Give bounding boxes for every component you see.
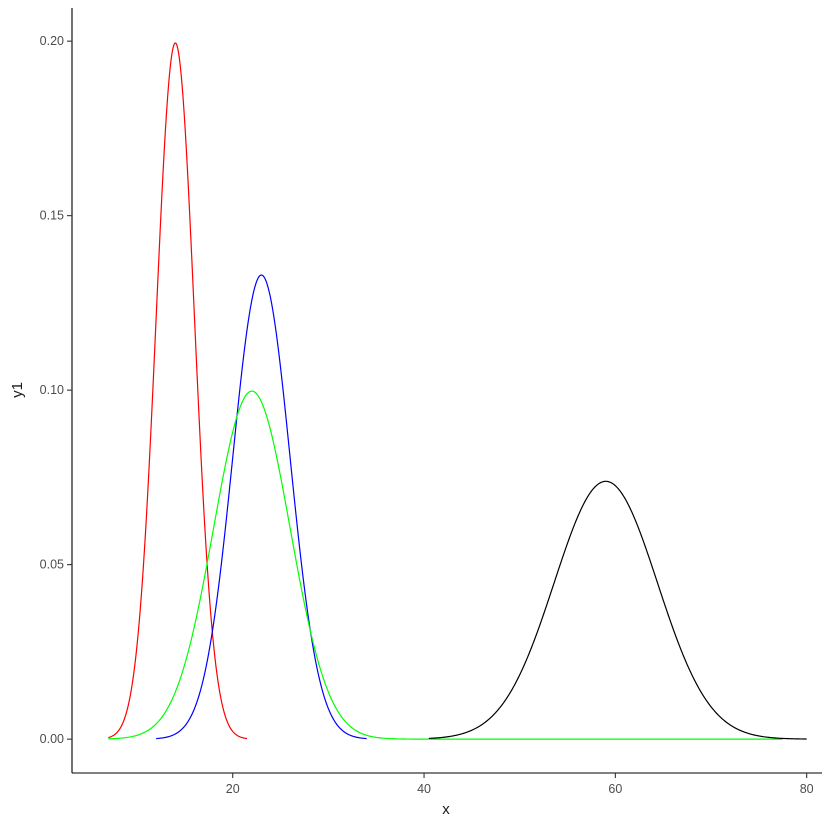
y-ticks: 0.00 0.05 0.10 0.15 0.20: [40, 34, 72, 746]
y-axis-title: y1: [9, 382, 26, 398]
series-line-1: [108, 42, 248, 740]
x-tick-label: 40: [417, 782, 431, 796]
x-tick-label: 60: [608, 782, 622, 796]
y-tick-label: 0.05: [40, 558, 64, 572]
y-tick-label: 0.15: [40, 209, 64, 223]
series-layer: [108, 42, 807, 740]
x-axis-title: x: [442, 801, 450, 818]
x-ticks: 20 40 60 80: [226, 773, 814, 796]
y-tick-label: 0.10: [40, 383, 64, 397]
series-line-2: [156, 274, 367, 740]
series-line-4: [428, 480, 807, 740]
series-line-3: [108, 390, 783, 740]
y-tick-label: 0.20: [40, 34, 64, 48]
x-tick-label: 20: [226, 782, 240, 796]
y-tick-label: 0.00: [40, 732, 64, 746]
x-tick-label: 80: [800, 782, 814, 796]
